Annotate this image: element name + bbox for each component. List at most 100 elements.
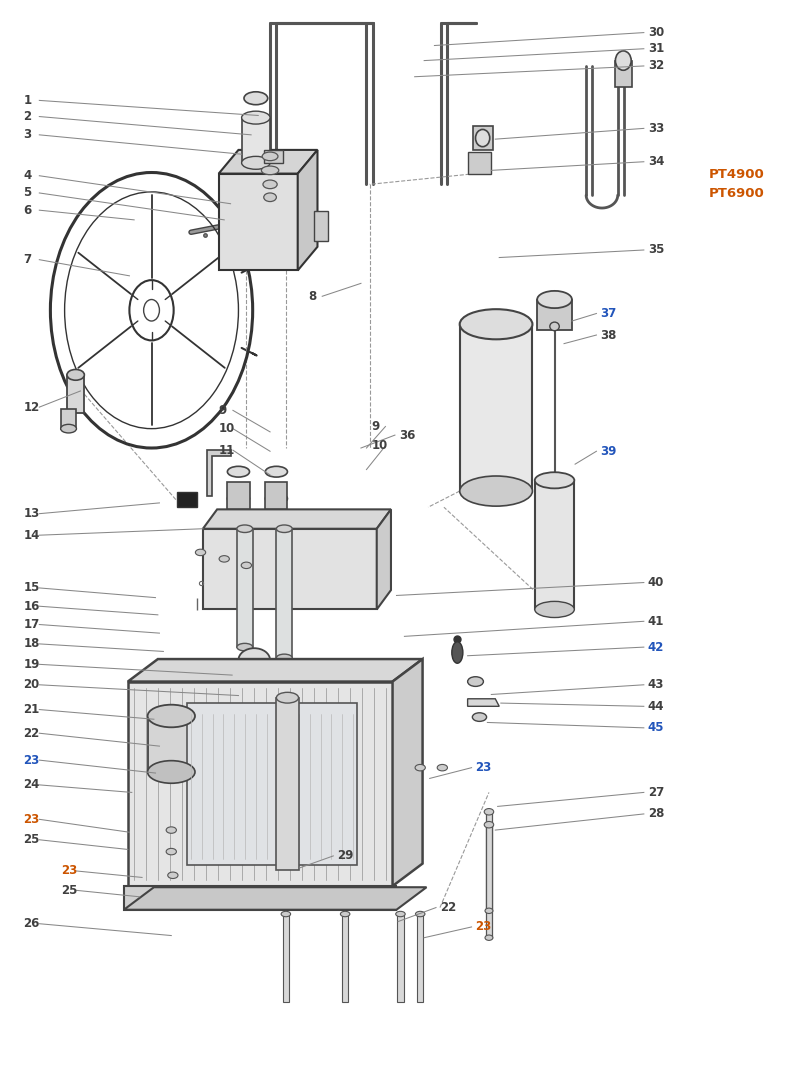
Ellipse shape: [262, 166, 279, 175]
Ellipse shape: [241, 562, 251, 569]
Ellipse shape: [244, 92, 268, 105]
Text: 45: 45: [648, 722, 665, 735]
Ellipse shape: [168, 872, 178, 878]
Text: 27: 27: [648, 786, 664, 798]
Text: 10: 10: [371, 439, 388, 452]
Ellipse shape: [537, 291, 572, 309]
Text: 15: 15: [24, 582, 40, 595]
Bar: [67, 374, 84, 412]
Bar: [615, 60, 632, 87]
Bar: [187, 704, 357, 864]
Bar: [277, 698, 298, 870]
Ellipse shape: [239, 648, 270, 672]
Text: 14: 14: [24, 529, 40, 542]
Polygon shape: [219, 150, 317, 174]
Text: 26: 26: [24, 917, 40, 930]
Ellipse shape: [277, 525, 292, 533]
Text: 22: 22: [24, 727, 40, 740]
Ellipse shape: [550, 323, 559, 330]
Text: 21: 21: [24, 704, 40, 716]
Text: 22: 22: [440, 901, 456, 914]
Bar: [266, 482, 287, 509]
Polygon shape: [297, 150, 317, 271]
Ellipse shape: [485, 935, 493, 941]
Circle shape: [252, 114, 260, 125]
Text: 29: 29: [337, 849, 354, 862]
Bar: [486, 811, 492, 911]
Ellipse shape: [534, 473, 574, 489]
Text: 12: 12: [24, 400, 40, 413]
Polygon shape: [468, 699, 500, 707]
Bar: [177, 492, 197, 507]
Bar: [283, 914, 289, 1002]
Bar: [277, 529, 292, 658]
Ellipse shape: [485, 909, 493, 914]
Ellipse shape: [263, 180, 278, 189]
Ellipse shape: [266, 493, 287, 504]
Text: 25: 25: [24, 833, 40, 846]
Bar: [264, 150, 283, 163]
Ellipse shape: [340, 912, 350, 917]
Text: PT4900
PT6900: PT4900 PT6900: [709, 168, 764, 201]
Text: 1: 1: [24, 94, 32, 107]
Text: 44: 44: [648, 700, 665, 713]
Ellipse shape: [452, 642, 463, 664]
Text: 37: 37: [600, 308, 617, 320]
Text: 17: 17: [24, 618, 40, 631]
Ellipse shape: [237, 525, 253, 533]
Ellipse shape: [282, 912, 290, 917]
Ellipse shape: [396, 912, 405, 917]
Text: 16: 16: [24, 600, 40, 613]
Bar: [124, 886, 396, 910]
Text: 42: 42: [648, 641, 665, 654]
Ellipse shape: [437, 764, 447, 770]
Text: 18: 18: [24, 638, 40, 651]
Polygon shape: [393, 659, 423, 886]
Text: 32: 32: [648, 59, 664, 72]
Ellipse shape: [228, 493, 250, 504]
Text: 9: 9: [371, 420, 380, 433]
Bar: [313, 211, 328, 242]
Bar: [534, 480, 574, 610]
Text: 35: 35: [648, 244, 665, 257]
Ellipse shape: [476, 129, 490, 147]
Text: 39: 39: [600, 445, 617, 457]
Ellipse shape: [277, 654, 292, 661]
Ellipse shape: [460, 476, 532, 506]
Bar: [537, 300, 572, 330]
Polygon shape: [207, 450, 231, 496]
Polygon shape: [124, 887, 427, 910]
Ellipse shape: [228, 466, 250, 477]
Ellipse shape: [415, 764, 425, 770]
Bar: [242, 118, 270, 163]
Ellipse shape: [219, 556, 229, 562]
Polygon shape: [203, 509, 391, 529]
Text: 25: 25: [60, 884, 77, 897]
Bar: [237, 529, 253, 647]
Bar: [397, 914, 404, 1002]
Bar: [468, 152, 492, 174]
Text: 19: 19: [24, 658, 40, 671]
Ellipse shape: [615, 51, 631, 70]
Bar: [473, 126, 493, 150]
Text: 31: 31: [648, 42, 664, 55]
Ellipse shape: [167, 827, 176, 833]
Ellipse shape: [60, 424, 76, 433]
Text: 23: 23: [60, 864, 77, 877]
Text: 10: 10: [219, 422, 235, 435]
Text: 2: 2: [24, 110, 32, 123]
Text: 9: 9: [219, 404, 227, 416]
Text: 4: 4: [24, 169, 32, 182]
Text: 7: 7: [24, 254, 32, 267]
Polygon shape: [128, 659, 423, 682]
Text: 34: 34: [648, 155, 665, 168]
Ellipse shape: [237, 643, 253, 651]
Ellipse shape: [242, 111, 270, 124]
Text: 36: 36: [399, 428, 416, 441]
Bar: [486, 824, 492, 938]
Text: 40: 40: [648, 576, 665, 589]
Text: 5: 5: [24, 187, 32, 200]
Ellipse shape: [264, 193, 277, 202]
Bar: [342, 914, 348, 1002]
Ellipse shape: [266, 466, 287, 477]
